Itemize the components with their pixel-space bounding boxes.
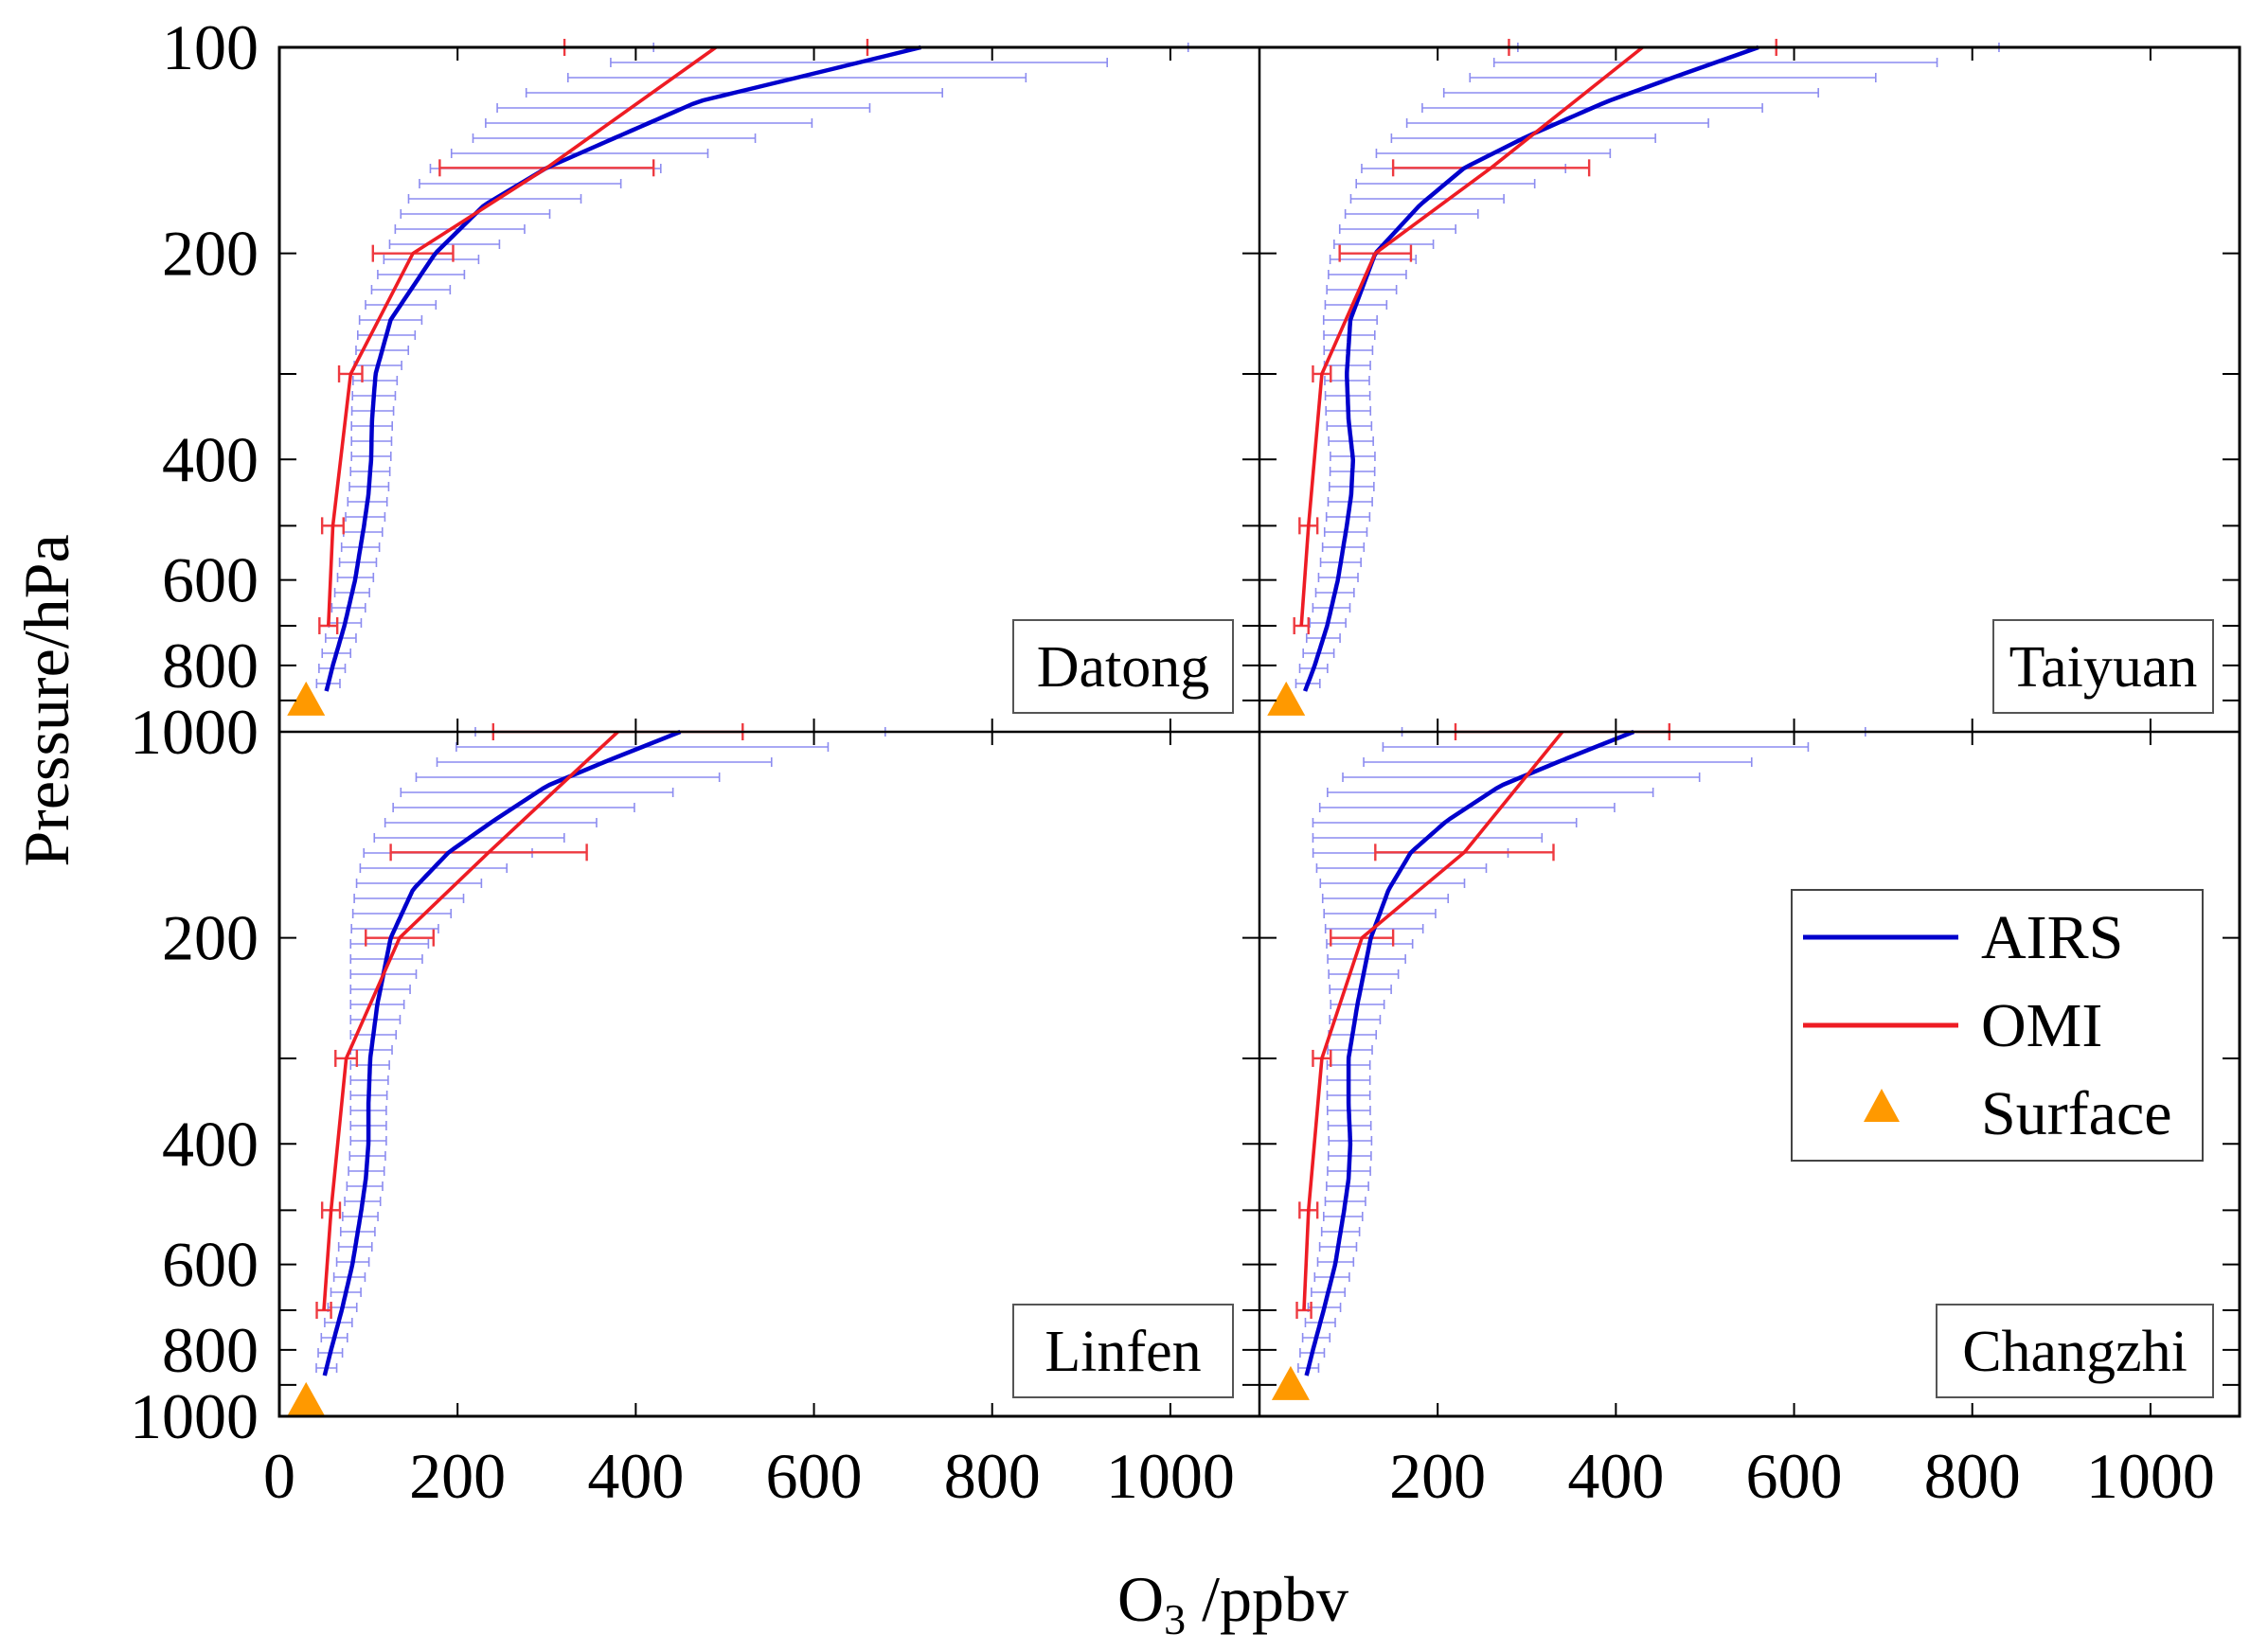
legend-airs-label: AIRS (1981, 903, 2123, 972)
panel-background-datong (279, 47, 1259, 732)
site-label-box (1012, 1304, 1234, 1398)
omi-profile-line (1302, 730, 1564, 1311)
x-tick-label: 200 (1389, 1440, 1486, 1512)
y-tick-label: 400 (162, 1108, 259, 1180)
x-tick-label: 1000 (1106, 1440, 1235, 1512)
surface-marker (287, 1381, 326, 1416)
airs-profile-line (324, 44, 922, 692)
surface-marker (1271, 1365, 1310, 1400)
airs-profile-line (322, 729, 682, 1377)
y-tick-label: 800 (162, 1314, 259, 1386)
panel-taiyuan: Taiyuan (1259, 39, 2240, 732)
x-tick-label: 400 (587, 1440, 684, 1512)
y-tick-label: 800 (162, 630, 259, 702)
x-tick-label: 600 (1746, 1440, 1843, 1512)
y-tick-label: 100 (162, 11, 259, 83)
site-label: Changzhi (1962, 1320, 2188, 1384)
legend: AIRS OMI Surface (1791, 889, 2204, 1162)
legend-surface-label: Surface (1981, 1079, 2172, 1148)
airs-profile-line (1304, 729, 1635, 1377)
omi-profile-line (1299, 45, 1644, 627)
y-tick-label: 400 (162, 423, 259, 495)
x-tick-label: 400 (1567, 1440, 1664, 1512)
y-tick-label: 1000 (130, 1380, 259, 1452)
x-axis-title-main: O (1117, 1563, 1164, 1635)
x-tick-label: 600 (766, 1440, 863, 1512)
y-tick-label: 200 (162, 218, 259, 290)
legend-surface-marker (1864, 1089, 1900, 1122)
x-tick-label: 200 (409, 1440, 506, 1512)
site-label: Taiyuan (2009, 635, 2198, 700)
x-tick-label: 0 (263, 1440, 295, 1512)
x-axis-title: O3 /ppbv (1117, 1563, 1348, 1643)
x-tick-label: 1000 (2086, 1440, 2215, 1512)
panel-datong: Datong (279, 39, 1259, 732)
x-axis-title-unit: /ppbv (1186, 1563, 1348, 1635)
panel-linfen: Linfen (279, 723, 1259, 1416)
surface-marker (287, 681, 326, 716)
legend-omi-label: OMI (1981, 991, 2102, 1060)
frame-layer (277, 45, 2241, 1418)
omi-profile-line (327, 45, 718, 627)
site-label-box (1936, 1304, 2214, 1398)
y-tick-label: 1000 (130, 696, 259, 768)
site-label: Linfen (1045, 1320, 1201, 1384)
y-tick-label: 600 (162, 1229, 259, 1301)
omi-profile-line (322, 730, 619, 1311)
y-tick-label: 200 (162, 902, 259, 974)
x-axis-title-subscript: 3 (1164, 1595, 1186, 1643)
surface-marker (1267, 681, 1306, 716)
y-tick-label: 600 (162, 544, 259, 616)
site-label-box (1992, 619, 2214, 714)
site-label: Datong (1037, 635, 1210, 700)
panel-background-linfen (279, 732, 1259, 1416)
x-tick-label: 800 (944, 1440, 1041, 1512)
x-tick-label: 800 (1924, 1440, 2021, 1512)
airs-profile-line (1302, 44, 1759, 692)
panel-background-taiyuan (1259, 47, 2240, 732)
y-axis-title: Pressure/hPa (10, 534, 82, 866)
site-label-box (1012, 619, 1234, 714)
